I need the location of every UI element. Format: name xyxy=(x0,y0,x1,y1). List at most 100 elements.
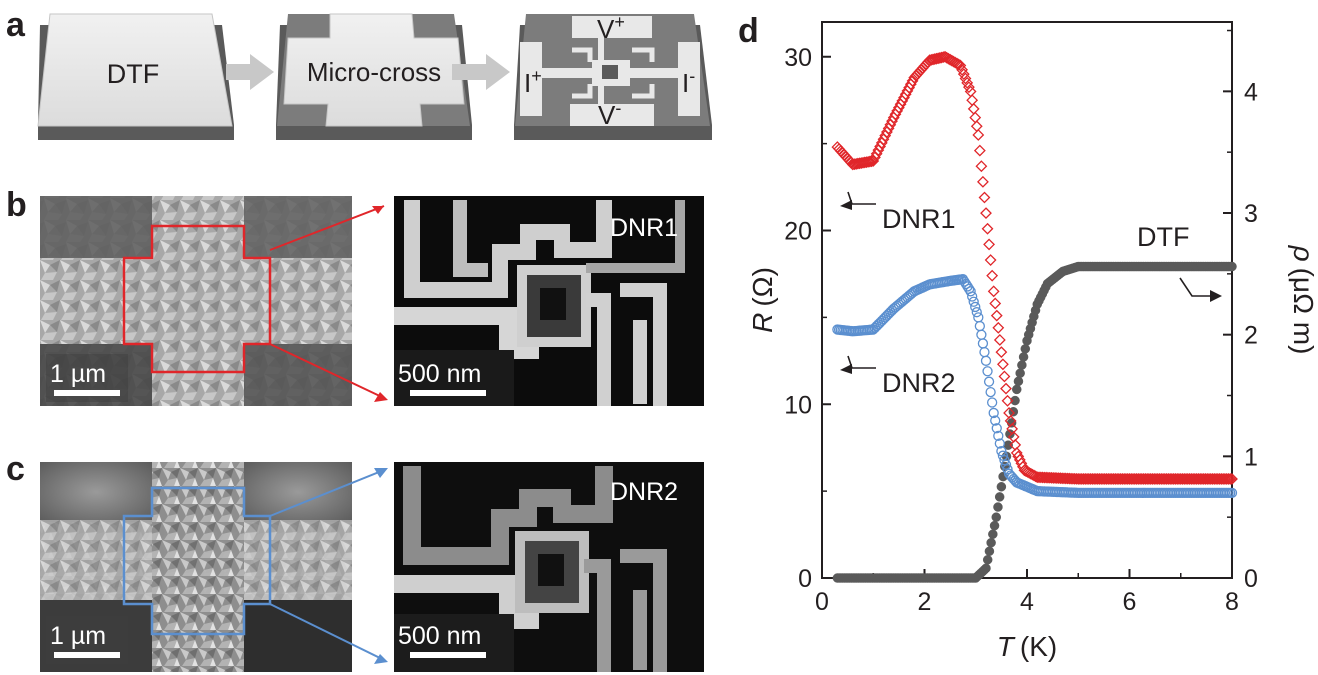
data-point-dnr1 xyxy=(1220,473,1233,485)
sem-image-b-left: 1 µm xyxy=(40,196,352,406)
data-point-dnr1 xyxy=(831,141,844,154)
panel-label-b: b xyxy=(6,186,27,224)
scale-label-c-left: 1 µm xyxy=(50,622,106,650)
data-point-dnr1 xyxy=(973,144,986,157)
data-point-dnr1 xyxy=(916,62,929,74)
device-block: V+ V- I+ I- xyxy=(514,12,712,140)
data-point-dnr2 xyxy=(967,291,978,302)
data-point-dnr1 xyxy=(983,238,995,251)
data-point-dnr2 xyxy=(990,415,1001,426)
series-dtf xyxy=(832,261,1237,583)
arrow-a2 xyxy=(452,54,510,90)
zoom-line-c-bottom xyxy=(269,603,385,661)
data-point-dtf xyxy=(991,512,1001,522)
data-point-dnr1 xyxy=(961,76,974,89)
data-point-dnr2 xyxy=(997,450,1009,461)
data-point-dnr2 xyxy=(869,322,881,333)
data-point-dtf xyxy=(994,492,1005,502)
scale-label-b-right: 500 nm xyxy=(398,360,481,388)
cross-outline-b xyxy=(122,224,272,374)
scale-bar-b-right xyxy=(410,390,486,396)
cross-outline-c xyxy=(122,486,272,636)
svg-text:DNR1: DNR1 xyxy=(882,204,956,234)
data-point-dnr1 xyxy=(998,370,1011,383)
data-point-dnr1 xyxy=(1224,473,1237,485)
y-axis-right-title: ρ(μΩ m) xyxy=(1288,245,1318,355)
data-point-dnr1 xyxy=(981,222,994,235)
data-point-dnr1 xyxy=(995,346,1008,359)
data-point-dnr1 xyxy=(989,297,1002,310)
scale-bar-c-left xyxy=(54,652,120,658)
data-point-dnr2 xyxy=(982,366,993,377)
data-point-dnr1 xyxy=(990,309,1003,322)
data-point-dnr2 xyxy=(880,312,891,323)
data-point-dtf xyxy=(1010,395,1020,406)
data-point-dnr1 xyxy=(838,148,851,161)
data-point-dnr2 xyxy=(973,312,984,323)
dtf-block: DTF xyxy=(37,13,234,140)
sem-image-b-right: DNR1 500 nm xyxy=(394,196,704,406)
data-point-dnr2 xyxy=(979,346,990,358)
y-left-tick-label: 20 xyxy=(784,218,812,246)
y-axis-left-title: R(Ω) xyxy=(747,267,778,333)
data-point-dnr2 xyxy=(873,319,884,330)
x-tick-label: 2 xyxy=(918,588,932,616)
data-point-dtf xyxy=(1017,360,1027,370)
data-point-dnr2 xyxy=(874,317,886,328)
data-point-dnr1 xyxy=(966,94,979,107)
zoom-line-b-top xyxy=(269,205,385,251)
data-point-dnr2 xyxy=(987,397,998,408)
data-point-dnr1 xyxy=(980,207,992,220)
data-point-dnr1 xyxy=(932,52,945,65)
panel-label-a: a xyxy=(6,6,25,44)
x-tick-label: 0 xyxy=(815,588,829,616)
data-point-dnr1 xyxy=(1000,382,1012,395)
series-dnr2 xyxy=(832,273,1238,499)
v-plus-label: V+ xyxy=(597,12,625,44)
panel-label-c: c xyxy=(6,450,25,488)
dtf-label: DTF xyxy=(107,59,159,89)
data-point-dnr2 xyxy=(878,313,889,325)
panel-a: DTF Micro-cross xyxy=(37,12,712,140)
data-point-dnr1 xyxy=(959,72,972,85)
panel-c: 1 µm DNR2 500 nm xyxy=(40,462,704,672)
series-dnr1 xyxy=(831,50,1238,485)
data-point-dnr1 xyxy=(954,59,967,72)
annotation-dnr1: DNR1 xyxy=(840,191,956,234)
data-point-dnr2 xyxy=(868,324,879,335)
svg-text:DTF: DTF xyxy=(1137,222,1189,252)
data-point-dnr1 xyxy=(986,269,999,282)
data-point-dnr2 xyxy=(1226,487,1238,499)
data-point-dtf xyxy=(1013,376,1024,387)
data-point-dnr2 xyxy=(985,386,996,398)
annotation-dnr2: DNR2 xyxy=(840,355,956,398)
micro-cross-block: Micro-cross xyxy=(276,13,472,140)
data-point-dnr1 xyxy=(975,160,988,173)
data-point-dnr1 xyxy=(957,68,970,81)
data-point-dnr1 xyxy=(987,285,1000,298)
data-point-dtf xyxy=(988,529,998,539)
data-point-dnr1 xyxy=(956,63,969,76)
data-point-dnr2 xyxy=(983,376,995,387)
data-point-dnr2 xyxy=(988,407,999,419)
svg-text:DNR2: DNR2 xyxy=(882,368,956,398)
y-left-tick-label: 10 xyxy=(784,391,812,419)
data-point-dnr1 xyxy=(833,143,846,155)
data-point-dnr1 xyxy=(839,150,852,163)
data-point-dnr2 xyxy=(871,320,882,332)
scale-label-b-left: 1 µm xyxy=(50,360,106,388)
i-minus-label: I- xyxy=(682,66,695,98)
data-point-dnr1 xyxy=(1222,473,1235,485)
x-axis-title: T (K) xyxy=(997,631,1057,662)
x-tick-label: 8 xyxy=(1225,588,1239,616)
sem-image-c-right: DNR2 500 nm xyxy=(394,462,704,672)
data-point-dnr2 xyxy=(994,438,1005,449)
data-point-dnr2 xyxy=(976,329,987,340)
panel-b: 1 µm DNR1 500 nm xyxy=(40,196,704,406)
data-point-dnr1 xyxy=(970,120,983,133)
data-point-dnr2 xyxy=(977,338,989,349)
data-point-dnr1 xyxy=(836,146,849,159)
y-right-tick-label: 0 xyxy=(1244,565,1258,593)
data-point-dnr1 xyxy=(962,81,975,94)
